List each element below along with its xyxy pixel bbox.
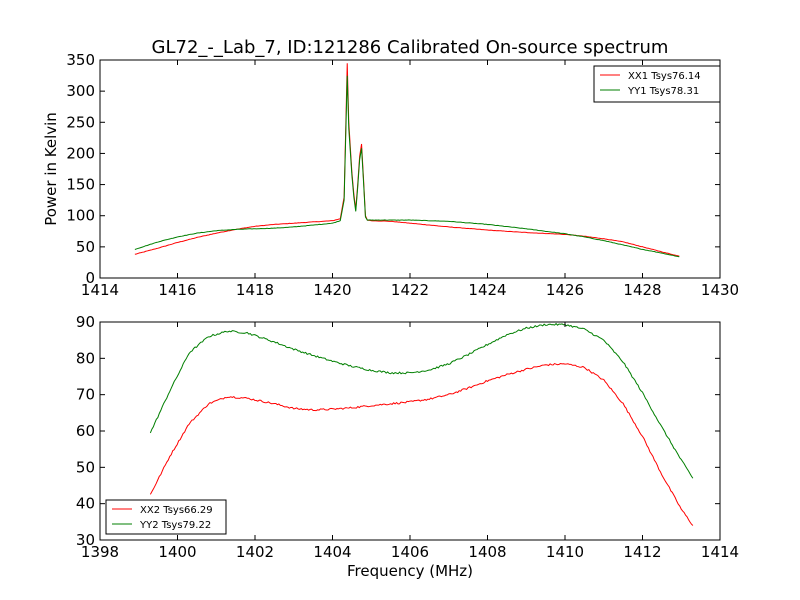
- x-tick-label: 1408: [468, 543, 506, 561]
- top-axis-ticks: 1414 1416 1418 1420 1422 1424 1426 1428 1430 0 50 1…: [66, 51, 739, 299]
- y-tick-label: 60: [76, 422, 95, 440]
- x-tick-label: 1404: [313, 543, 351, 561]
- legend-label-1: XX1 Tsys76.14: [628, 71, 701, 82]
- y-tick-label: 80: [76, 349, 95, 367]
- y-tick-label: 70: [76, 386, 95, 404]
- top-y-axis-label: Power in Kelvin: [42, 112, 60, 226]
- top-legend: XX1 Tsys76.14 YY1 Tsys78.31: [593, 65, 721, 103]
- y-tick-label: 100: [66, 207, 95, 225]
- bottom-series-lines: [149, 322, 694, 526]
- x-tick-label: 1428: [623, 281, 661, 299]
- x-tick-label: 1406: [391, 543, 429, 561]
- series-line-2: [149, 322, 694, 479]
- y-tick-label: 300: [66, 82, 95, 100]
- x-axis-label: Frequency (MHz): [347, 562, 473, 580]
- legend-label-2: YY1 Tsys78.31: [627, 86, 699, 97]
- top-series-lines: [134, 63, 680, 258]
- top-panel: 1414 1416 1418 1420 1422 1424 1426 1428 1430 0 50 1…: [42, 51, 739, 299]
- x-tick-label: 1430: [701, 281, 739, 299]
- y-tick-label: 40: [76, 495, 95, 513]
- series-line-1: [134, 63, 680, 257]
- x-tick-label: 1402: [236, 543, 274, 561]
- x-tick-label: 1416: [158, 281, 196, 299]
- series-line-1: [149, 362, 694, 526]
- x-tick-label: 1420: [313, 281, 351, 299]
- bottom-panel: 1398 1400 1402 1404 1406 1408 1410 1412 1414 30 40…: [76, 313, 739, 580]
- chart-title: GL72_-_Lab_7, ID:121286 Calibrated On-so…: [152, 37, 669, 58]
- x-tick-label: 1400: [158, 543, 196, 561]
- bottom-legend: XX2 Tsys66.29 YY2 Tsys79.22: [105, 499, 227, 535]
- x-tick-label: 1424: [468, 281, 506, 299]
- x-tick-label: 1418: [236, 281, 274, 299]
- x-tick-label: 1412: [623, 543, 661, 561]
- y-tick-label: 250: [66, 113, 95, 131]
- y-tick-label: 50: [76, 238, 95, 256]
- x-tick-label: 1414: [701, 543, 739, 561]
- legend-label-1: XX2 Tsys66.29: [140, 505, 213, 516]
- y-tick-label: 150: [66, 176, 95, 194]
- y-tick-label: 90: [76, 313, 95, 331]
- y-tick-label: 200: [66, 144, 95, 162]
- x-tick-label: 1410: [546, 543, 584, 561]
- legend-box: [105, 499, 227, 535]
- y-tick-label: 30: [76, 531, 95, 549]
- legend-box: [593, 65, 721, 103]
- x-tick-label: 1414: [81, 281, 119, 299]
- x-tick-label: 1426: [546, 281, 584, 299]
- y-tick-label: 50: [76, 458, 95, 476]
- y-tick-label: 350: [66, 51, 95, 69]
- x-tick-label: 1398: [81, 543, 119, 561]
- series-line-2: [134, 75, 680, 258]
- x-tick-label: 1422: [391, 281, 429, 299]
- legend-label-2: YY2 Tsys79.22: [139, 520, 211, 531]
- bottom-axis-ticks: 1398 1400 1402 1404 1406 1408 1410 1412 1414 30 40…: [76, 313, 739, 561]
- y-tick-label: 0: [85, 269, 95, 287]
